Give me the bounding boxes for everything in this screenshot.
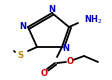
- Text: O: O: [66, 58, 73, 66]
- Text: S: S: [17, 50, 23, 60]
- Text: N: N: [48, 4, 55, 14]
- Text: N: N: [62, 44, 69, 52]
- Text: NH$_2$: NH$_2$: [83, 14, 102, 26]
- Text: N: N: [19, 22, 26, 30]
- Text: O: O: [40, 68, 47, 78]
